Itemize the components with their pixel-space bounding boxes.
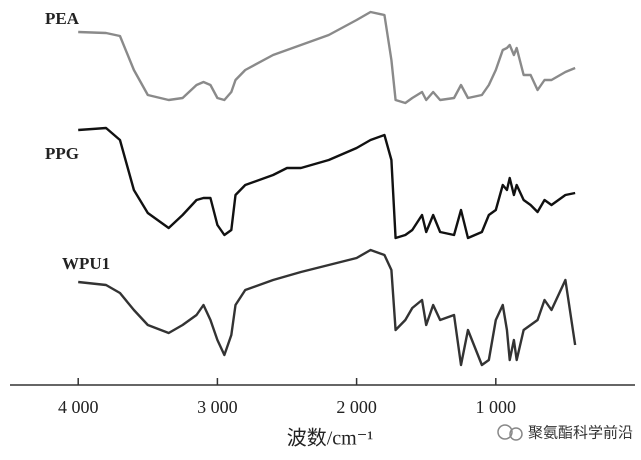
watermark-icon (497, 424, 523, 441)
x-tick-label: 3 000 (197, 397, 238, 417)
series-label: WPU1 (62, 254, 110, 273)
x-tick-label: 1 000 (476, 397, 517, 417)
watermark: 聚氨酯科学前沿 (528, 424, 633, 442)
x-tick-label: 2 000 (336, 397, 377, 417)
spectrum-line (78, 248, 577, 367)
series-label: PEA (45, 9, 80, 28)
x-axis-label: 波数/cm⁻¹ (287, 427, 374, 450)
spectrum-line (78, 10, 576, 105)
x-tick-label: 4 000 (58, 397, 99, 417)
spectrum-line (78, 126, 576, 240)
series-label: PPG (45, 144, 79, 163)
